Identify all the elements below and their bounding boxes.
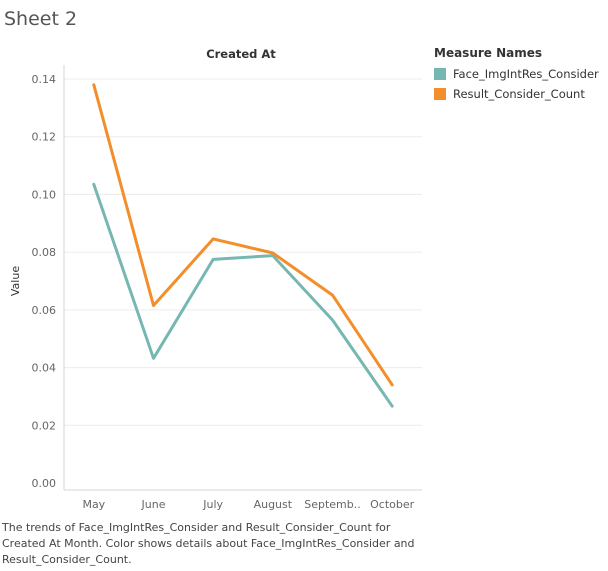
- data-point: [331, 318, 334, 322]
- legend-title: Measure Names: [434, 46, 543, 60]
- chart-caption: The trends of Face_ImgIntRes_Consider an…: [2, 521, 415, 566]
- y-tick-label: 0.06: [32, 304, 57, 317]
- data-point: [271, 251, 275, 255]
- data-point: [152, 357, 155, 360]
- legend-item-result-consider-count[interactable]: Result_Consider_Count: [434, 84, 599, 104]
- data-point: [390, 383, 394, 387]
- legend-swatch: [434, 88, 446, 100]
- data-point: [92, 183, 96, 186]
- x-tick-label: Septemb..: [304, 498, 361, 511]
- data-point: [92, 83, 96, 86]
- y-tick-label: 0.00: [32, 477, 57, 490]
- y-axis-label: Value: [9, 266, 22, 296]
- y-tick-label: 0.02: [32, 419, 57, 432]
- y-tick-label: 0.14: [32, 73, 57, 86]
- y-tick-label: 0.08: [32, 246, 57, 259]
- series-line-face-imgintres-consider: [92, 182, 394, 408]
- y-tick-label: 0.12: [32, 131, 57, 144]
- data-point: [331, 293, 334, 297]
- data-point: [152, 304, 155, 307]
- x-tick-label: May: [82, 498, 105, 511]
- chart-title: Created At: [206, 47, 276, 61]
- y-tick-label: 0.04: [32, 362, 57, 375]
- sheet-title: Sheet 2: [4, 8, 78, 30]
- data-point: [211, 258, 215, 261]
- x-tick-label: October: [370, 498, 414, 511]
- line-chart: 0.00 0.02 0.04 0.06 0.08 0.10 0.12 0.14 May June J…: [9, 47, 422, 511]
- legend-label: Result_Consider_Count: [453, 87, 585, 101]
- legend-label: Face_ImgIntRes_Consider: [453, 67, 599, 81]
- legend-item-face-imgintres-consider[interactable]: Face_ImgIntRes_Consider: [434, 64, 599, 84]
- data-point: [211, 237, 215, 241]
- data-point: [390, 405, 394, 408]
- x-tick-label: August: [254, 498, 293, 511]
- legend: Measure Names Face_ImgIntRes_Consider Re…: [434, 46, 599, 104]
- y-tick-label: 0.10: [32, 188, 57, 201]
- series-line-result-consider-count: [92, 83, 394, 387]
- x-tick-label: June: [141, 498, 166, 511]
- x-tick-label: July: [202, 498, 223, 511]
- legend-swatch: [434, 68, 446, 80]
